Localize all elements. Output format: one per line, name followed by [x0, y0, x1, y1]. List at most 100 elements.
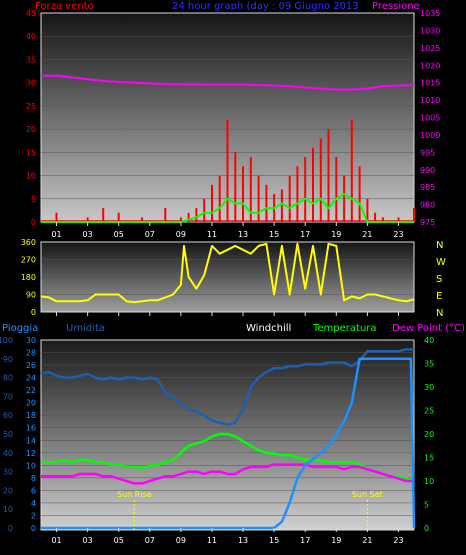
direction-axis-tick-label: 270: [21, 256, 36, 265]
pressure-axis-tick-label: 985: [420, 183, 435, 192]
pressure-axis-tick-label: 990: [420, 166, 435, 175]
temperature-axis-tick-label: 0: [424, 524, 429, 533]
rain-axis-tick-label: 2: [31, 511, 36, 520]
direction-axis-tick-label: 90: [26, 291, 36, 300]
wind-speed-bar: [366, 198, 369, 222]
hour-tick-label: 23: [393, 536, 403, 545]
dewpoint-title: Dew Point (°C): [392, 323, 465, 334]
rain-axis-tick-label: 22: [26, 386, 36, 395]
wind-speed-bar: [319, 138, 322, 222]
hour-tick-label: 09: [176, 536, 186, 545]
wind-speed-bar: [381, 217, 384, 222]
direction-axis-tick-label: 0: [31, 308, 36, 317]
pressure-axis-tick-label: 980: [420, 201, 435, 210]
temperature-axis-tick-label: 20: [424, 430, 434, 439]
pressure-axis-tick-label: 975: [420, 218, 435, 227]
wind-speed-bar: [242, 166, 244, 222]
pressure-axis-tick-label: 1005: [420, 114, 440, 123]
wind-speed-bar: [413, 208, 415, 222]
hour-tick-label: 13: [238, 230, 248, 239]
hour-tick-label: 19: [331, 230, 341, 239]
windchill-title: Windchill: [246, 323, 291, 334]
hour-tick-label: 11: [207, 536, 217, 545]
pressure-axis-tick-label: 1025: [420, 44, 440, 53]
temperature-axis-tick-label: 35: [424, 360, 434, 369]
temperature-axis-tick-label: 5: [424, 501, 429, 510]
humidity-title: Umidita: [66, 323, 105, 334]
wind-speed-title: Forza vento: [35, 1, 94, 12]
wind-speed-bar: [234, 152, 237, 222]
sunset-label: Sun Set: [352, 490, 383, 499]
wind-axis-tick-label: 35: [26, 55, 36, 64]
wind-speed-bar: [350, 119, 353, 222]
pressure-axis-tick-label: 1035: [420, 9, 440, 18]
humidity-axis-tick-label: 70: [3, 392, 13, 401]
rain-axis-tick-label: 18: [26, 411, 36, 420]
rain-axis-tick-label: 30: [26, 336, 36, 345]
graph-title: 24 hour graph (day : 09 Giugno 2013: [172, 1, 359, 12]
sunrise-label: Sun Rise: [117, 490, 152, 499]
rain-axis-tick-label: 26: [26, 361, 36, 370]
hour-tick-label: 07: [145, 536, 155, 545]
pressure-axis-tick-label: 1000: [420, 131, 440, 140]
hour-tick-label: 21: [362, 230, 372, 239]
temperature-axis-tick-label: 15: [424, 454, 434, 463]
hour-tick-label: 05: [114, 536, 124, 545]
humidity-axis-tick-label: 90: [3, 355, 13, 364]
wind-speed-bar: [304, 157, 307, 222]
compass-label: N: [436, 308, 443, 319]
rain-axis-tick-label: 16: [26, 424, 36, 433]
humidity-axis-tick-label: 60: [3, 411, 13, 420]
rain-axis-tick-label: 12: [26, 449, 36, 458]
rain-axis-tick-label: 6: [31, 486, 36, 495]
wind-speed-bar: [397, 217, 400, 222]
temperature-axis-tick-label: 30: [424, 383, 434, 392]
temperature-axis-tick-label: 25: [424, 407, 434, 416]
wind-axis-tick-label: 25: [26, 102, 36, 111]
hour-tick-label: 13: [238, 536, 248, 545]
hour-tick-label: 03: [83, 230, 93, 239]
wind-speed-bar: [226, 119, 229, 222]
pressure-title: Pressione: [372, 1, 420, 12]
wind-axis-tick-label: 45: [26, 9, 36, 18]
wind-speed-bar: [211, 184, 213, 222]
wind-speed-bar: [296, 166, 299, 222]
hour-tick-label: 17: [300, 230, 310, 239]
wind-speed-bar: [102, 208, 105, 222]
wind-direction-line: [40, 242, 415, 304]
hour-tick-label: 11: [207, 230, 217, 239]
wind-speed-bar: [86, 217, 89, 222]
hour-tick-label: 15: [269, 536, 279, 545]
direction-axis-tick-label: 360: [21, 238, 36, 247]
humidity-axis-tick-label: 10: [3, 505, 13, 514]
pressure-axis-tick-label: 1020: [420, 61, 440, 70]
hour-tick-label: 21: [362, 536, 372, 545]
wind-speed-bar: [179, 217, 182, 222]
hour-tick-label: 09: [176, 230, 186, 239]
pressure-axis-tick-label: 995: [420, 148, 435, 157]
hour-tick-label: 01: [51, 230, 61, 239]
wind-speed-bar: [374, 212, 377, 222]
wind-speed-bar: [335, 157, 338, 222]
humidity-axis-tick-label: 80: [3, 374, 13, 383]
wind-axis-tick-label: 20: [26, 125, 36, 134]
pressure-axis-tick-label: 1015: [420, 79, 440, 88]
rain-title: Pioggia: [2, 323, 38, 334]
wind-axis-tick-label: 5: [31, 195, 36, 204]
wind-speed-bar: [280, 189, 283, 222]
dewpoint-line: [41, 463, 414, 485]
hour-tick-label: 05: [114, 230, 124, 239]
hour-tick-label: 15: [269, 230, 279, 239]
wind-speed-bar: [257, 175, 260, 222]
humidity-axis-tick-label: 50: [3, 430, 13, 439]
rain-axis-tick-label: 8: [31, 474, 36, 483]
wind-speed-bar: [218, 175, 221, 222]
wind-axis-tick-label: 15: [26, 148, 36, 157]
rain-axis-tick-label: 20: [26, 399, 36, 408]
wind-speed-bar: [187, 212, 190, 222]
wind-speed-bar: [288, 175, 291, 222]
wind-gust-line: [41, 193, 414, 223]
temperature-axis-tick-label: 10: [424, 477, 434, 486]
